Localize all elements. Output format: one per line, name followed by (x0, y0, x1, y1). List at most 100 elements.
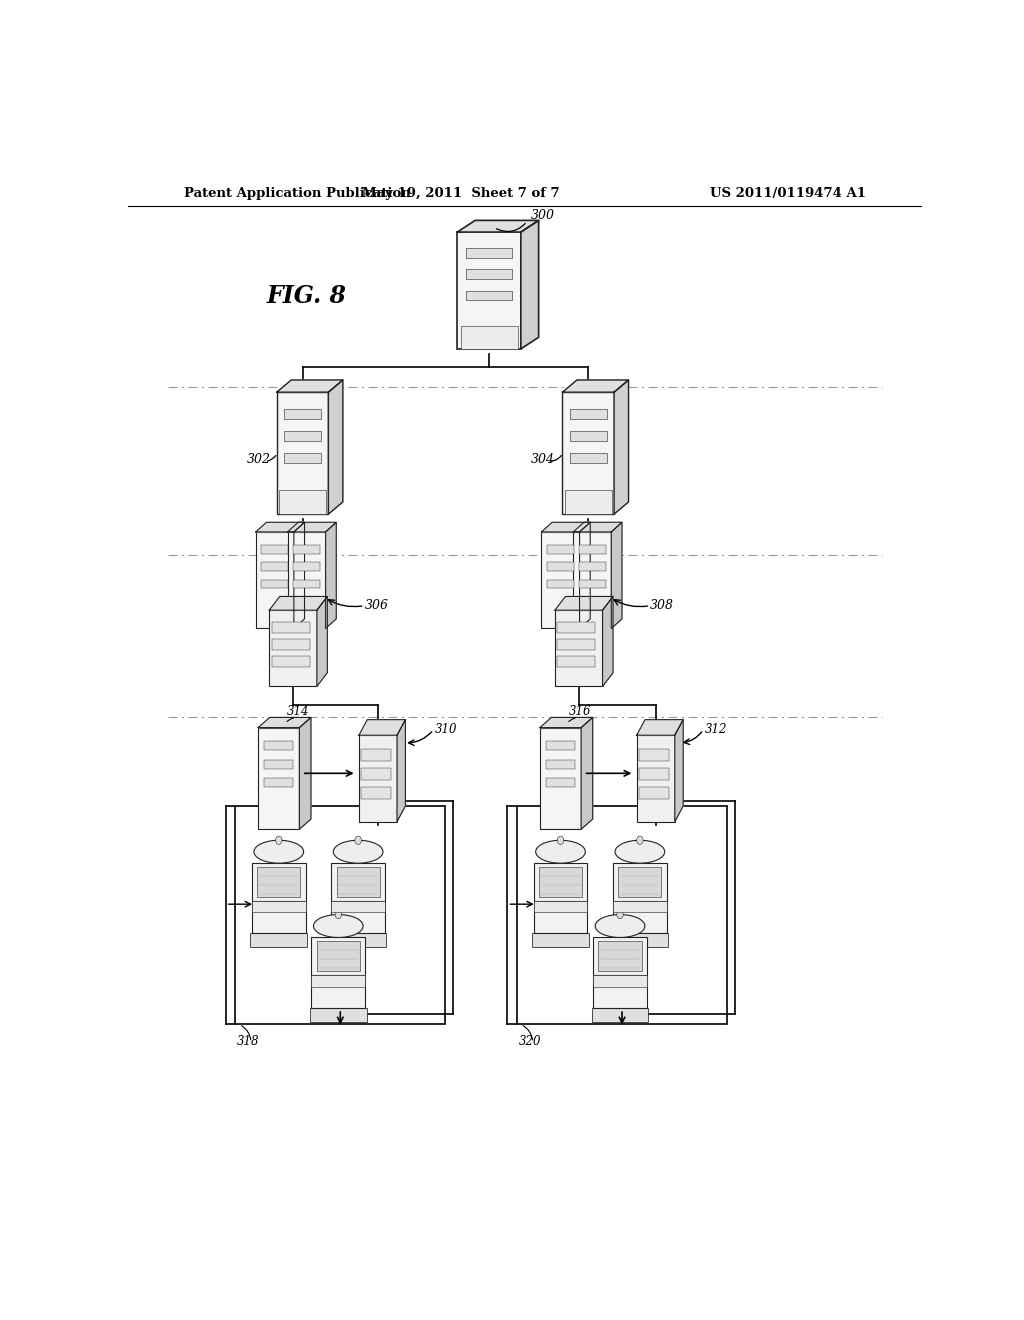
Text: 312: 312 (705, 723, 727, 737)
Bar (613, 900, 667, 912)
Text: 318: 318 (237, 1035, 259, 1048)
Bar (579, 562, 605, 572)
Bar (534, 863, 588, 900)
Bar (331, 900, 385, 933)
FancyBboxPatch shape (562, 392, 614, 515)
Bar (547, 562, 573, 572)
Polygon shape (580, 523, 590, 628)
Circle shape (557, 836, 564, 845)
Bar (261, 579, 288, 589)
Polygon shape (269, 597, 328, 610)
Bar (613, 900, 667, 933)
Polygon shape (562, 380, 629, 392)
Bar (569, 409, 607, 418)
FancyBboxPatch shape (458, 232, 521, 348)
Text: 316: 316 (568, 705, 591, 718)
Polygon shape (611, 523, 622, 628)
Bar (288, 532, 326, 628)
Bar (310, 1007, 367, 1022)
Bar (639, 787, 669, 799)
Polygon shape (359, 719, 406, 735)
Bar (252, 900, 306, 912)
Bar (293, 562, 319, 572)
Bar (337, 867, 380, 898)
Bar (573, 532, 611, 628)
Circle shape (275, 836, 282, 845)
Polygon shape (258, 718, 311, 727)
Bar (637, 735, 675, 821)
Ellipse shape (615, 841, 665, 863)
Bar (532, 933, 589, 948)
Text: 310: 310 (435, 723, 458, 737)
Bar (269, 610, 316, 686)
Bar (557, 656, 595, 667)
Bar (264, 742, 293, 751)
Polygon shape (637, 719, 683, 735)
Text: 320: 320 (518, 1035, 541, 1048)
Polygon shape (582, 718, 593, 829)
Bar (593, 975, 647, 986)
Bar (330, 933, 386, 948)
Bar (360, 787, 391, 799)
Bar (517, 805, 727, 1024)
Bar (271, 656, 309, 667)
Bar (565, 490, 611, 515)
Bar (557, 639, 595, 649)
Polygon shape (316, 597, 328, 686)
Text: 302: 302 (247, 453, 271, 466)
Bar (252, 900, 306, 933)
Bar (639, 748, 669, 762)
Bar (593, 975, 647, 1007)
Bar (331, 900, 385, 912)
Bar (546, 742, 574, 751)
Ellipse shape (536, 841, 586, 863)
Bar (613, 863, 667, 900)
Bar (293, 545, 319, 553)
Circle shape (637, 836, 643, 845)
Bar (261, 545, 288, 553)
Polygon shape (521, 220, 539, 348)
Bar (534, 900, 588, 933)
Bar (569, 453, 607, 463)
Bar (557, 623, 595, 634)
Bar (592, 1007, 648, 1022)
Bar (534, 900, 588, 912)
Polygon shape (256, 523, 304, 532)
Bar (555, 610, 602, 686)
Polygon shape (542, 523, 590, 532)
Ellipse shape (595, 915, 645, 937)
Polygon shape (276, 380, 343, 392)
Circle shape (335, 911, 342, 919)
Bar (360, 748, 391, 762)
Bar (311, 975, 366, 1007)
Bar (284, 432, 322, 441)
Bar (461, 326, 518, 348)
Ellipse shape (313, 915, 364, 937)
Polygon shape (288, 523, 336, 532)
Bar (251, 933, 307, 948)
Bar (284, 409, 322, 418)
Bar (639, 768, 669, 780)
Polygon shape (573, 523, 622, 532)
Bar (546, 777, 574, 787)
Bar (271, 623, 309, 634)
Bar (540, 727, 582, 829)
Bar (546, 759, 574, 768)
Bar (256, 532, 294, 628)
Bar (311, 975, 366, 986)
Bar (257, 867, 300, 898)
Bar (466, 290, 512, 300)
Bar (579, 545, 605, 553)
Polygon shape (299, 718, 311, 829)
Polygon shape (329, 380, 343, 515)
Bar (311, 937, 366, 975)
Polygon shape (614, 380, 629, 515)
Text: 306: 306 (365, 599, 388, 612)
Bar (466, 269, 512, 279)
Text: Patent Application Publication: Patent Application Publication (183, 187, 411, 201)
Polygon shape (540, 718, 593, 727)
Bar (360, 768, 391, 780)
Text: US 2011/0119474 A1: US 2011/0119474 A1 (710, 187, 866, 201)
Bar (547, 545, 573, 553)
Polygon shape (458, 220, 539, 232)
